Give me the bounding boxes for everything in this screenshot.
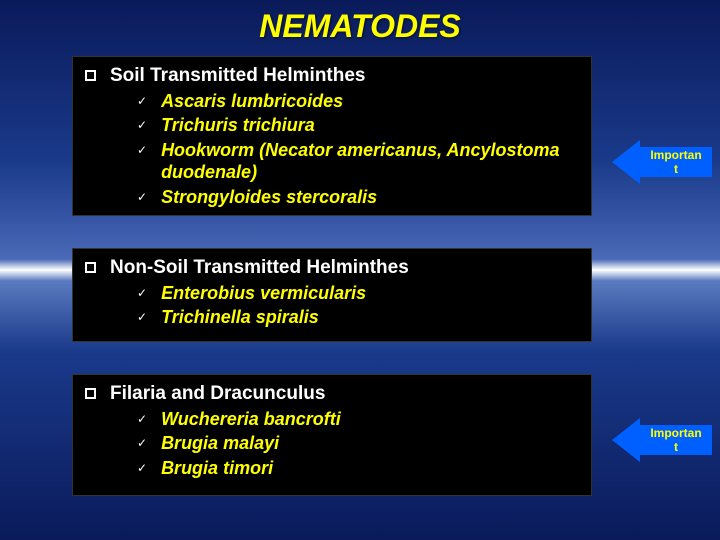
arrow-text-line2: t [674, 440, 678, 454]
sub-item-text: Trichuris trichiura [161, 114, 315, 137]
check-icon: ✓ [137, 190, 147, 204]
list-item: ✓ Enterobius vermicularis [137, 282, 579, 305]
check-icon: ✓ [137, 310, 147, 324]
arrow-left-icon [612, 140, 640, 184]
list-item: Filaria and Dracunculus [85, 383, 579, 406]
sub-item-text: Trichinella spiralis [161, 306, 319, 329]
sub-item-text: Ascaris lumbricoides [161, 90, 343, 113]
content-block-soil: Soil Transmitted Helminthes ✓ Ascaris lu… [72, 56, 592, 216]
block-heading: Non-Soil Transmitted Helminthes [110, 257, 409, 280]
sub-item-text: Strongyloides stercoralis [161, 186, 377, 209]
arrow-text-line1: Importan [650, 148, 701, 162]
check-icon: ✓ [137, 94, 147, 108]
check-icon: ✓ [137, 286, 147, 300]
check-icon: ✓ [137, 143, 147, 157]
content-block-filaria: Filaria and Dracunculus ✓ Wuchereria ban… [72, 374, 592, 496]
sub-item-text: Hookworm (Necator americanus, Ancylostom… [161, 139, 579, 184]
check-icon: ✓ [137, 412, 147, 426]
square-bullet-icon [85, 388, 96, 399]
arrow-left-icon [612, 418, 640, 462]
list-item: ✓ Brugia timori [137, 457, 579, 480]
list-item: ✓ Trichinella spiralis [137, 306, 579, 329]
list-item: ✓ Trichuris trichiura [137, 114, 579, 137]
block-heading: Soil Transmitted Helminthes [110, 65, 366, 88]
important-arrow: Importan t [612, 418, 712, 462]
check-icon: ✓ [137, 118, 147, 132]
block-heading: Filaria and Dracunculus [110, 383, 325, 406]
list-item: Non-Soil Transmitted Helminthes [85, 257, 579, 280]
square-bullet-icon [85, 262, 96, 273]
sub-list: ✓ Ascaris lumbricoides ✓ Trichuris trich… [137, 90, 579, 209]
sub-item-text: Wuchereria bancrofti [161, 408, 341, 431]
arrow-label: Importan t [640, 425, 712, 455]
arrow-text-line1: Importan [650, 426, 701, 440]
sub-list: ✓ Enterobius vermicularis ✓ Trichinella … [137, 282, 579, 329]
sub-item-text: Brugia malayi [161, 432, 279, 455]
sub-list: ✓ Wuchereria bancrofti ✓ Brugia malayi ✓… [137, 408, 579, 480]
list-item: ✓ Hookworm (Necator americanus, Ancylost… [137, 139, 579, 184]
list-item: ✓ Wuchereria bancrofti [137, 408, 579, 431]
arrow-label: Importan t [640, 147, 712, 177]
check-icon: ✓ [137, 436, 147, 450]
list-item: ✓ Ascaris lumbricoides [137, 90, 579, 113]
slide: NEMATODES Soil Transmitted Helminthes ✓ … [0, 0, 720, 540]
list-item: ✓ Brugia malayi [137, 432, 579, 455]
important-arrow: Importan t [612, 140, 712, 184]
sub-item-text: Enterobius vermicularis [161, 282, 366, 305]
list-item: Soil Transmitted Helminthes [85, 65, 579, 88]
content-block-nonsoil: Non-Soil Transmitted Helminthes ✓ Entero… [72, 248, 592, 342]
list-item: ✓ Strongyloides stercoralis [137, 186, 579, 209]
sub-item-text: Brugia timori [161, 457, 273, 480]
arrow-text-line2: t [674, 162, 678, 176]
square-bullet-icon [85, 70, 96, 81]
check-icon: ✓ [137, 461, 147, 475]
slide-title: NEMATODES [0, 0, 720, 45]
